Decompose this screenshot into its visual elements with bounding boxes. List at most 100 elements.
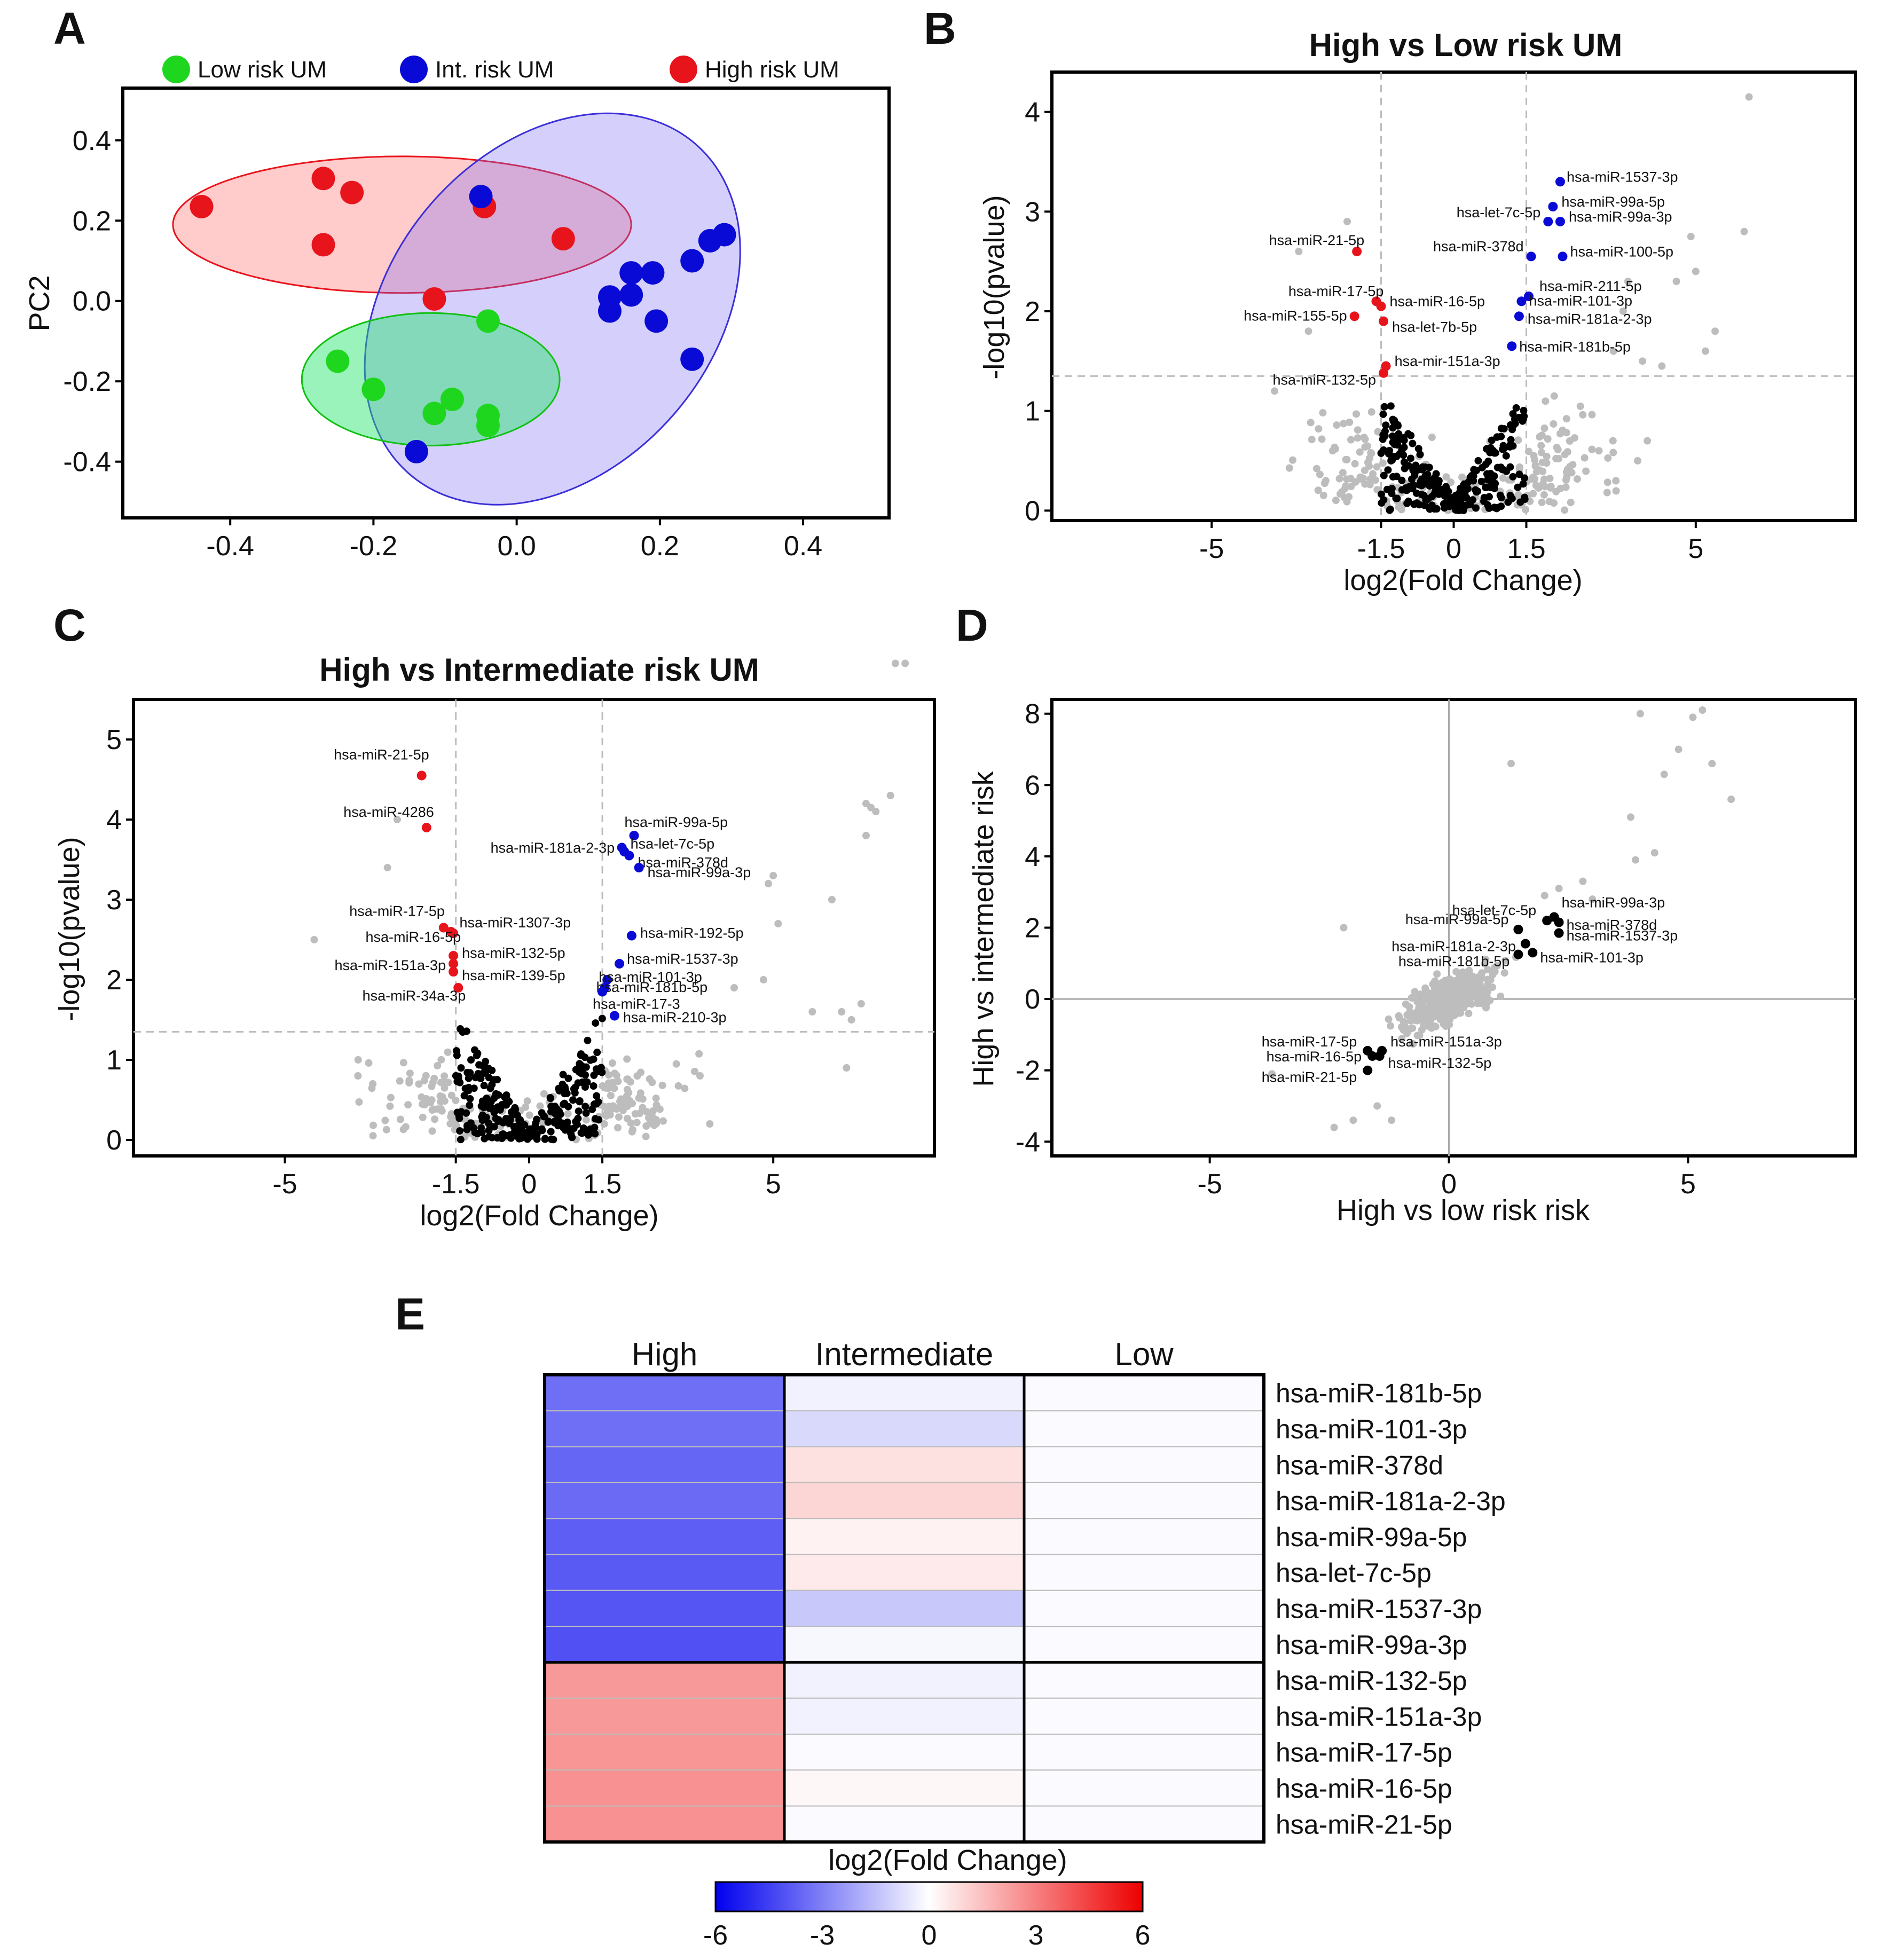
data-point bbox=[623, 1075, 631, 1083]
data-point bbox=[1339, 469, 1347, 477]
heatmap-cell bbox=[544, 1518, 785, 1555]
data-point bbox=[769, 872, 777, 879]
data-point bbox=[646, 1075, 654, 1083]
data-point bbox=[1555, 217, 1565, 226]
data-point bbox=[1687, 233, 1695, 240]
gene-label: hsa-miR-1537-3p bbox=[1567, 928, 1678, 944]
data-point bbox=[619, 283, 643, 307]
data-point bbox=[1388, 456, 1396, 464]
heatmap-cell bbox=[784, 1697, 1025, 1735]
data-point bbox=[588, 1105, 596, 1113]
data-point bbox=[418, 1093, 426, 1101]
data-point bbox=[311, 233, 335, 257]
data-point bbox=[1522, 506, 1530, 514]
data-point bbox=[1465, 1010, 1473, 1018]
data-point bbox=[633, 1119, 641, 1127]
data-point bbox=[525, 1111, 533, 1119]
data-point bbox=[1464, 485, 1472, 493]
data-point bbox=[1336, 490, 1345, 498]
gene-label: hsa-miR-181b-5p bbox=[1398, 954, 1510, 970]
data-point bbox=[1483, 445, 1491, 453]
panel-letter-a: A bbox=[53, 3, 86, 53]
heatmap-cell bbox=[784, 1374, 1025, 1412]
data-point bbox=[581, 1053, 589, 1061]
data-point bbox=[1426, 505, 1434, 513]
data-point bbox=[1470, 466, 1478, 474]
data-point bbox=[365, 1059, 373, 1067]
data-point bbox=[404, 1101, 412, 1109]
data-point bbox=[1537, 442, 1545, 450]
data-point bbox=[591, 1115, 599, 1123]
data-point bbox=[1509, 473, 1517, 481]
heatmap-cell bbox=[784, 1734, 1025, 1771]
data-point bbox=[1411, 469, 1419, 477]
data-point bbox=[1433, 970, 1441, 978]
data-point bbox=[1474, 456, 1482, 465]
data-point bbox=[1546, 484, 1554, 492]
gene-label: hsa-miR-210-3p bbox=[623, 1010, 727, 1026]
data-point bbox=[1308, 436, 1316, 444]
data-point bbox=[1382, 421, 1390, 429]
data-point bbox=[1436, 988, 1444, 996]
y-tick-label: 0 bbox=[1025, 984, 1040, 1015]
data-point bbox=[1430, 490, 1438, 498]
data-point bbox=[647, 1119, 655, 1127]
data-point bbox=[1515, 470, 1523, 478]
data-point bbox=[1367, 408, 1375, 416]
data-point bbox=[1515, 413, 1523, 421]
data-point bbox=[1483, 981, 1491, 989]
heatmap-cell bbox=[544, 1626, 785, 1663]
data-point bbox=[1330, 1123, 1338, 1131]
legend-label-high-risk: High risk UM bbox=[705, 57, 839, 83]
data-point bbox=[1409, 1040, 1417, 1048]
data-point bbox=[415, 1080, 423, 1088]
data-point bbox=[449, 951, 459, 961]
data-point bbox=[1555, 885, 1563, 893]
data-point bbox=[591, 1123, 599, 1131]
data-point bbox=[479, 1104, 488, 1112]
data-point bbox=[571, 1089, 579, 1097]
y-tick-label: -0.2 bbox=[63, 366, 111, 397]
data-point bbox=[843, 1064, 851, 1072]
data-point bbox=[396, 1077, 404, 1085]
panel-c-title: High vs Intermediate risk UM bbox=[319, 652, 759, 688]
data-point bbox=[551, 227, 575, 251]
x-tick-label: 1.5 bbox=[583, 1169, 622, 1200]
data-point bbox=[471, 1046, 479, 1054]
data-point bbox=[1408, 475, 1416, 483]
data-point bbox=[1502, 452, 1510, 460]
data-point bbox=[466, 1101, 474, 1109]
data-point bbox=[1491, 449, 1499, 457]
heatmap-cell bbox=[1024, 1410, 1264, 1447]
data-point bbox=[1501, 957, 1510, 965]
data-point bbox=[1562, 476, 1570, 484]
heatmap-cell bbox=[1024, 1518, 1264, 1555]
data-point bbox=[712, 223, 736, 247]
data-point bbox=[774, 920, 782, 927]
data-point bbox=[422, 402, 446, 426]
data-point bbox=[610, 1084, 618, 1092]
x-tick-label: 0 bbox=[1441, 1169, 1457, 1200]
gene-label: hsa-miR-1537-3p bbox=[627, 951, 738, 967]
gene-label: hsa-miR-16-5p bbox=[1267, 1049, 1362, 1065]
data-point bbox=[696, 1072, 704, 1080]
data-point bbox=[1556, 484, 1564, 492]
x-tick-label: 5 bbox=[1680, 1169, 1696, 1200]
gene-label: hsa-miR-1537-3p bbox=[1567, 169, 1678, 185]
data-point bbox=[1377, 449, 1385, 457]
data-point bbox=[1352, 247, 1362, 256]
data-point bbox=[420, 1076, 428, 1084]
data-point bbox=[1465, 478, 1473, 486]
data-point bbox=[1354, 426, 1362, 434]
data-point bbox=[369, 1121, 378, 1129]
data-point bbox=[1361, 435, 1369, 443]
data-point bbox=[382, 1125, 390, 1134]
heatmap-row-label: hsa-miR-21-5p bbox=[1276, 1809, 1452, 1839]
data-point bbox=[1421, 984, 1429, 992]
x-tick-label: 0 bbox=[521, 1169, 537, 1200]
data-point bbox=[545, 1117, 553, 1125]
y-tick-label: 2 bbox=[1025, 913, 1040, 944]
data-point bbox=[1491, 967, 1499, 975]
data-point bbox=[355, 1098, 363, 1106]
heatmap-cell bbox=[544, 1769, 785, 1807]
